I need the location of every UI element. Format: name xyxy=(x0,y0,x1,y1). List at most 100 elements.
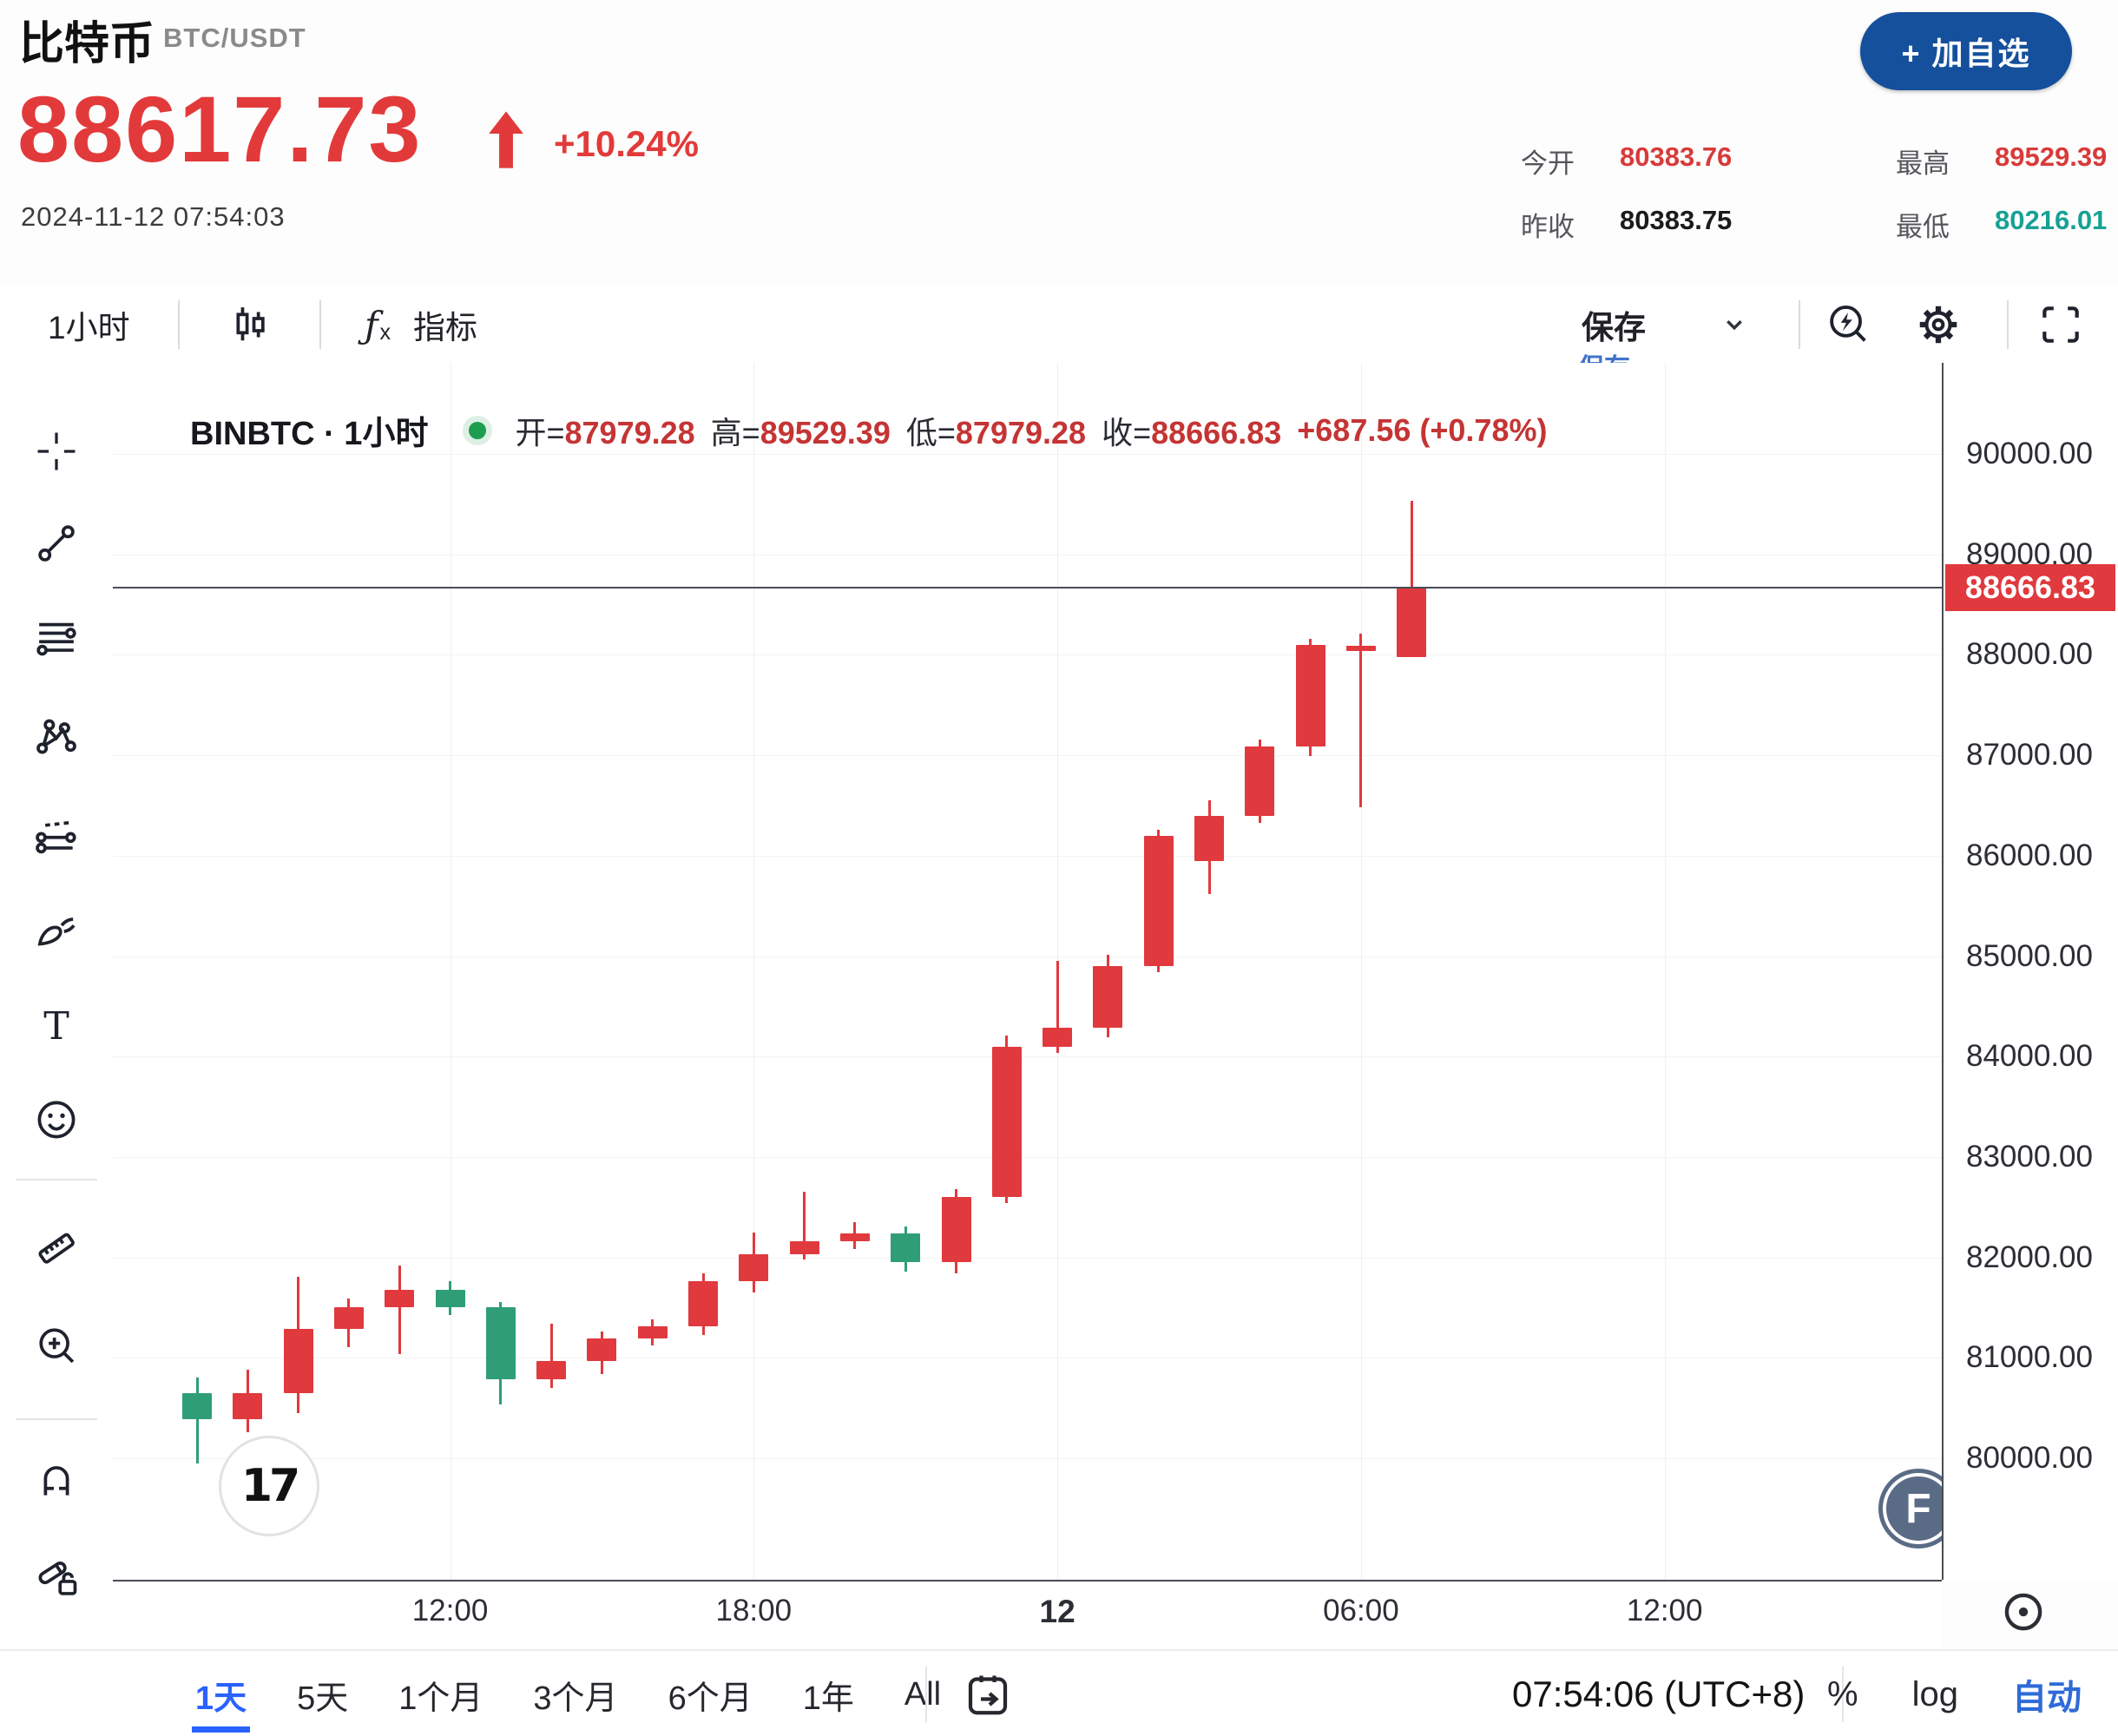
y-axis-label: 84000.00 xyxy=(1966,1039,2093,1074)
candle-body xyxy=(485,1307,516,1379)
text-icon[interactable]: T xyxy=(32,1002,81,1050)
zoom-in-icon[interactable] xyxy=(32,1321,81,1370)
candle-body xyxy=(839,1233,870,1242)
h-gridline xyxy=(113,755,1942,757)
range-tab-5天[interactable]: 5天 xyxy=(297,1680,349,1717)
time-axis[interactable]: 12:00 18:00 12 06:00 12:00 xyxy=(113,1580,1942,1651)
candle-body xyxy=(233,1393,263,1419)
stat-open-label: 今开 xyxy=(1521,148,1575,179)
stat-high-label: 最高 xyxy=(1896,148,1950,179)
candle-body xyxy=(1345,645,1376,651)
trend-line-icon[interactable] xyxy=(32,519,81,568)
symbol-pair: BTC/USDT xyxy=(163,23,306,53)
bottombar-divider xyxy=(1842,1667,1844,1722)
last-price-badge: 88666.83 xyxy=(1945,564,2115,612)
candle-body xyxy=(1245,746,1275,816)
go-to-date-icon[interactable] xyxy=(962,1668,1014,1720)
toolbar-divider xyxy=(319,300,321,349)
candle-body xyxy=(739,1254,769,1282)
horizontal-lines-icon[interactable] xyxy=(32,615,81,663)
chevron-down-icon xyxy=(1714,305,1754,345)
save-button[interactable]: 保存 保存 xyxy=(1578,286,1646,383)
h-gridline xyxy=(113,855,1942,857)
h-gridline xyxy=(113,1458,1942,1459)
interval-button[interactable]: 1小时 xyxy=(48,310,130,345)
go-to-realtime-icon[interactable] xyxy=(1996,1585,2050,1639)
y-axis-label: 85000.00 xyxy=(1966,938,2093,973)
candle-body xyxy=(283,1329,313,1394)
log-scale-toggle[interactable]: log xyxy=(1911,1674,1958,1713)
candle-body xyxy=(991,1046,1022,1198)
x-axis-label: 18:00 xyxy=(715,1594,793,1628)
candle-body xyxy=(587,1338,617,1361)
brush-icon[interactable] xyxy=(32,904,81,953)
quote-timestamp: 2024-11-12 07:54:03 xyxy=(21,201,286,232)
toolbar-divider xyxy=(178,300,180,349)
chart-legend: BINBTC · 1小时 开=87979.28 高=89529.39 低=87979… xyxy=(190,406,1547,454)
projection-icon[interactable] xyxy=(32,811,81,859)
candle-body xyxy=(1194,815,1224,861)
h-gridline xyxy=(113,454,1942,455)
y-axis-label: 81000.00 xyxy=(1966,1340,2093,1375)
range-tab-1年[interactable]: 1年 xyxy=(802,1680,854,1717)
magnet-icon[interactable] xyxy=(32,1455,81,1503)
x-axis-label: 06:00 xyxy=(1323,1594,1399,1628)
range-tabs: 1天 5天 1个月 3个月 6个月 1年 All xyxy=(191,1651,942,1736)
add-watchlist-button[interactable]: + 加自选 xyxy=(1860,12,2072,90)
auto-scale-toggle[interactable]: 自动 xyxy=(2012,1679,2082,1717)
x-axis-label: 12 xyxy=(1039,1594,1075,1629)
drawing-lock-icon[interactable] xyxy=(32,1550,81,1599)
h-gridline xyxy=(113,1056,1942,1058)
snapshot-button[interactable] xyxy=(1823,286,1873,363)
candle-body xyxy=(1093,966,1123,1028)
range-tab-All[interactable]: All xyxy=(904,1675,942,1713)
range-tab-1天[interactable]: 1天 xyxy=(191,1671,251,1733)
y-axis-label: 87000.00 xyxy=(1966,738,2093,773)
crosshair-icon[interactable] xyxy=(32,427,81,476)
stat-open-value: 80383.76 xyxy=(1620,141,1733,172)
fullscreen-button[interactable] xyxy=(2036,286,2085,363)
h-gridline xyxy=(113,554,1942,556)
y-axis-label: 86000.00 xyxy=(1966,838,2093,872)
drawing-toolbar: T xyxy=(0,363,115,1736)
candle-body xyxy=(941,1197,971,1263)
legend-ohlc-item: 高=89529.39 xyxy=(710,414,891,450)
range-tab-6个月[interactable]: 6个月 xyxy=(668,1680,753,1717)
candle-wick xyxy=(549,1323,553,1388)
bottom-toolbar: 1天 5天 1个月 3个月 6个月 1年 All 07:54:06 (UTC+8) % lo… xyxy=(0,1649,2118,1736)
range-tab-3个月[interactable]: 3个月 xyxy=(533,1680,618,1717)
settings-button[interactable] xyxy=(1913,286,1963,363)
candle-body xyxy=(385,1289,415,1307)
candlestick-icon xyxy=(224,300,273,349)
x-axis-label: 12:00 xyxy=(1626,1594,1703,1628)
candle-body xyxy=(435,1289,465,1308)
stat-high-value: 89529.39 xyxy=(1995,141,2108,172)
svg-text:T: T xyxy=(43,1004,69,1049)
up-arrow-icon xyxy=(482,108,530,171)
last-price: 88617.73 xyxy=(17,76,423,181)
emoji-icon[interactable] xyxy=(32,1095,81,1144)
stat-low-label: 最低 xyxy=(1896,212,1950,242)
save-label: 保存 xyxy=(1582,310,1646,345)
save-dropdown-button[interactable] xyxy=(1714,286,1754,363)
range-tab-1个月[interactable]: 1个月 xyxy=(398,1680,483,1717)
h-gridline xyxy=(113,1156,1942,1158)
session-clock[interactable]: 07:54:06 (UTC+8) xyxy=(1512,1674,1806,1714)
price-axis[interactable]: 90000.00 89000.00 88000.00 87000.00 86000.00… xyxy=(1942,363,2118,1580)
candle-body xyxy=(1043,1027,1073,1047)
stat-low-value: 80216.01 xyxy=(1995,205,2108,235)
sidebar-divider xyxy=(16,1179,97,1180)
toolbar-divider xyxy=(1799,300,1800,349)
ruler-icon[interactable] xyxy=(32,1224,81,1272)
legend-ohlc-item: 低=87979.28 xyxy=(905,414,1087,450)
legend-ohlc-item: 收=88666.83 xyxy=(1102,414,1282,450)
chart-plot[interactable] xyxy=(113,363,1942,1580)
xabcd-pattern-icon[interactable] xyxy=(32,712,81,760)
chart-style-button[interactable] xyxy=(224,286,273,363)
chart-toolbar: 1小时 ƒx 指标 保存 保存 xyxy=(0,286,2118,383)
percent-scale-toggle[interactable]: % xyxy=(1827,1674,1858,1713)
gear-icon xyxy=(1913,299,1963,350)
h-gridline xyxy=(113,1257,1942,1259)
candle-body xyxy=(536,1360,567,1379)
